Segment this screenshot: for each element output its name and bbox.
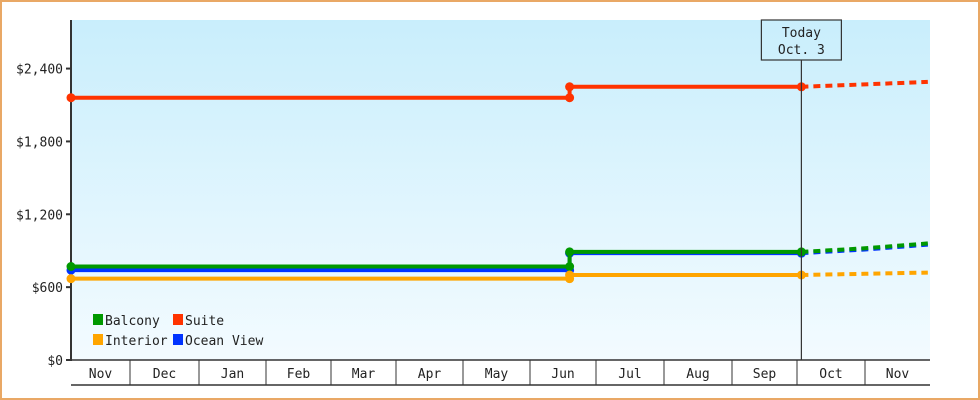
x-tick-label: Oct bbox=[819, 367, 842, 382]
legend-item: Balcony bbox=[93, 314, 160, 329]
x-tick-label: Nov bbox=[89, 367, 113, 382]
legend: Balcony Suite Interior Ocean View bbox=[93, 314, 263, 349]
legend-swatch bbox=[93, 314, 103, 325]
data-point[interactable] bbox=[565, 93, 575, 103]
series-group bbox=[66, 79, 928, 284]
legend-swatch bbox=[173, 314, 183, 325]
y-tick-label: $0 bbox=[47, 354, 63, 369]
legend-item: Ocean View bbox=[173, 334, 263, 349]
y-tick-label: $1,200 bbox=[16, 208, 63, 223]
data-point[interactable] bbox=[66, 93, 76, 103]
data-point[interactable] bbox=[565, 247, 575, 257]
y-tick-label: $1,800 bbox=[16, 135, 63, 150]
data-point[interactable] bbox=[66, 262, 76, 271]
series-line bbox=[71, 249, 802, 269]
plot-area bbox=[71, 20, 930, 360]
x-tick-label: Aug bbox=[686, 367, 709, 382]
x-tick-label: Mar bbox=[352, 367, 376, 382]
forecast-line bbox=[801, 241, 928, 254]
data-point[interactable] bbox=[565, 270, 575, 280]
series-line bbox=[71, 84, 802, 100]
x-tick-label: Jul bbox=[618, 367, 641, 382]
today-label: Today bbox=[782, 26, 821, 41]
x-tick-label: Nov bbox=[886, 367, 910, 382]
legend-item: Suite bbox=[173, 314, 224, 329]
data-point[interactable] bbox=[565, 262, 575, 271]
y-tick-label: $600 bbox=[32, 281, 63, 296]
forecast-line bbox=[801, 79, 928, 89]
x-tick-label: Apr bbox=[418, 367, 442, 382]
x-tick-label: Jun bbox=[551, 367, 574, 382]
data-point[interactable] bbox=[66, 274, 76, 284]
series-suite bbox=[66, 79, 928, 103]
today-date: Oct. 3 bbox=[778, 43, 825, 58]
legend-swatch bbox=[173, 334, 183, 345]
data-point[interactable] bbox=[565, 82, 575, 92]
today-box bbox=[760, 19, 842, 61]
legend-swatch bbox=[93, 334, 103, 345]
legend-label: Suite bbox=[185, 314, 224, 329]
legend-label: Ocean View bbox=[185, 334, 263, 349]
legend-label: Interior bbox=[105, 334, 168, 349]
legend-item: Interior bbox=[93, 334, 168, 349]
series-balcony bbox=[66, 241, 928, 271]
y-axis: $0 $600 $1,200 $1,800 $2,400 bbox=[16, 20, 72, 369]
legend-label: Balcony bbox=[105, 314, 160, 329]
today-marker: Today Oct. 3 bbox=[760, 19, 842, 360]
x-tick-label: Sep bbox=[753, 367, 777, 382]
x-axis: Nov Dec Jan Feb Mar Apr May Jun Jul Aug Sep Oct Nov bbox=[71, 359, 930, 386]
y-tick-label: $2,400 bbox=[16, 63, 63, 78]
x-tick-label: Jan bbox=[221, 367, 244, 382]
x-tick-label: May bbox=[485, 367, 509, 382]
forecast-line bbox=[801, 270, 928, 277]
x-tick-label: Dec bbox=[153, 367, 176, 382]
x-tick-label: Feb bbox=[287, 367, 311, 382]
